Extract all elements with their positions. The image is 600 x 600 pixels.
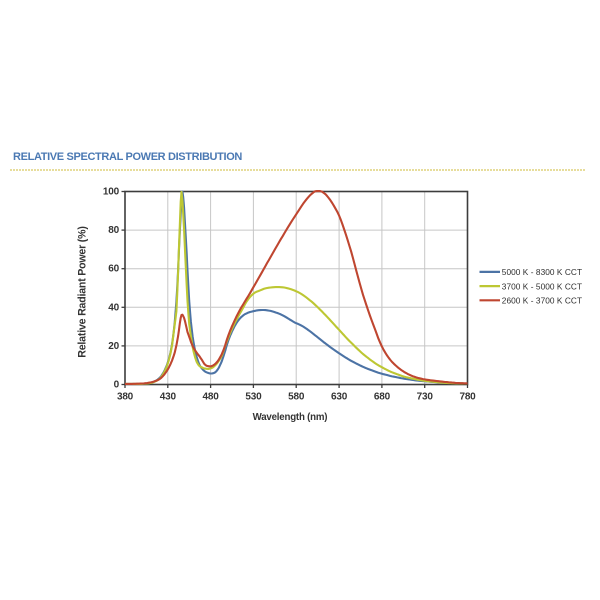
svg-text:80: 80 bbox=[108, 225, 119, 236]
svg-text:430: 430 bbox=[160, 392, 177, 403]
svg-text:530: 530 bbox=[245, 392, 262, 403]
svg-text:730: 730 bbox=[417, 392, 434, 403]
svg-text:20: 20 bbox=[108, 341, 119, 352]
svg-text:0: 0 bbox=[114, 380, 120, 391]
svg-text:60: 60 bbox=[108, 264, 119, 275]
svg-text:2600 K - 3700 K CCT: 2600 K - 3700 K CCT bbox=[502, 296, 582, 306]
svg-text:380: 380 bbox=[117, 392, 134, 403]
svg-text:Relative Radiant Power (%): Relative Radiant Power (%) bbox=[76, 226, 88, 357]
svg-text:Wavelength (nm): Wavelength (nm) bbox=[253, 412, 328, 423]
svg-text:780: 780 bbox=[459, 392, 476, 403]
svg-text:40: 40 bbox=[108, 302, 119, 313]
svg-text:580: 580 bbox=[288, 392, 305, 403]
svg-text:100: 100 bbox=[103, 187, 120, 198]
svg-text:630: 630 bbox=[331, 392, 348, 403]
svg-text:5000 K - 8300 K CCT: 5000 K - 8300 K CCT bbox=[502, 267, 582, 277]
svg-text:680: 680 bbox=[374, 392, 391, 403]
svg-text:3700 K - 5000 K CCT: 3700 K - 5000 K CCT bbox=[502, 281, 582, 291]
svg-text:480: 480 bbox=[203, 392, 220, 403]
